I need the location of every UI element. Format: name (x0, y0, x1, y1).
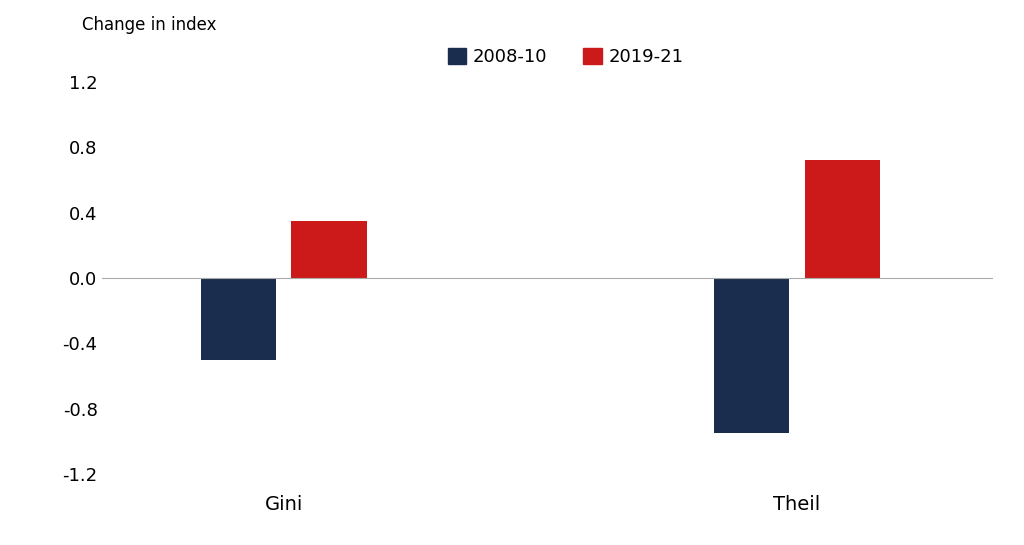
Text: Change in index: Change in index (82, 16, 216, 34)
Legend: 2008-10, 2019-21: 2008-10, 2019-21 (440, 40, 691, 73)
Bar (201, 278, 276, 360)
Bar (714, 278, 790, 433)
Bar (805, 160, 880, 278)
Bar (291, 221, 367, 278)
